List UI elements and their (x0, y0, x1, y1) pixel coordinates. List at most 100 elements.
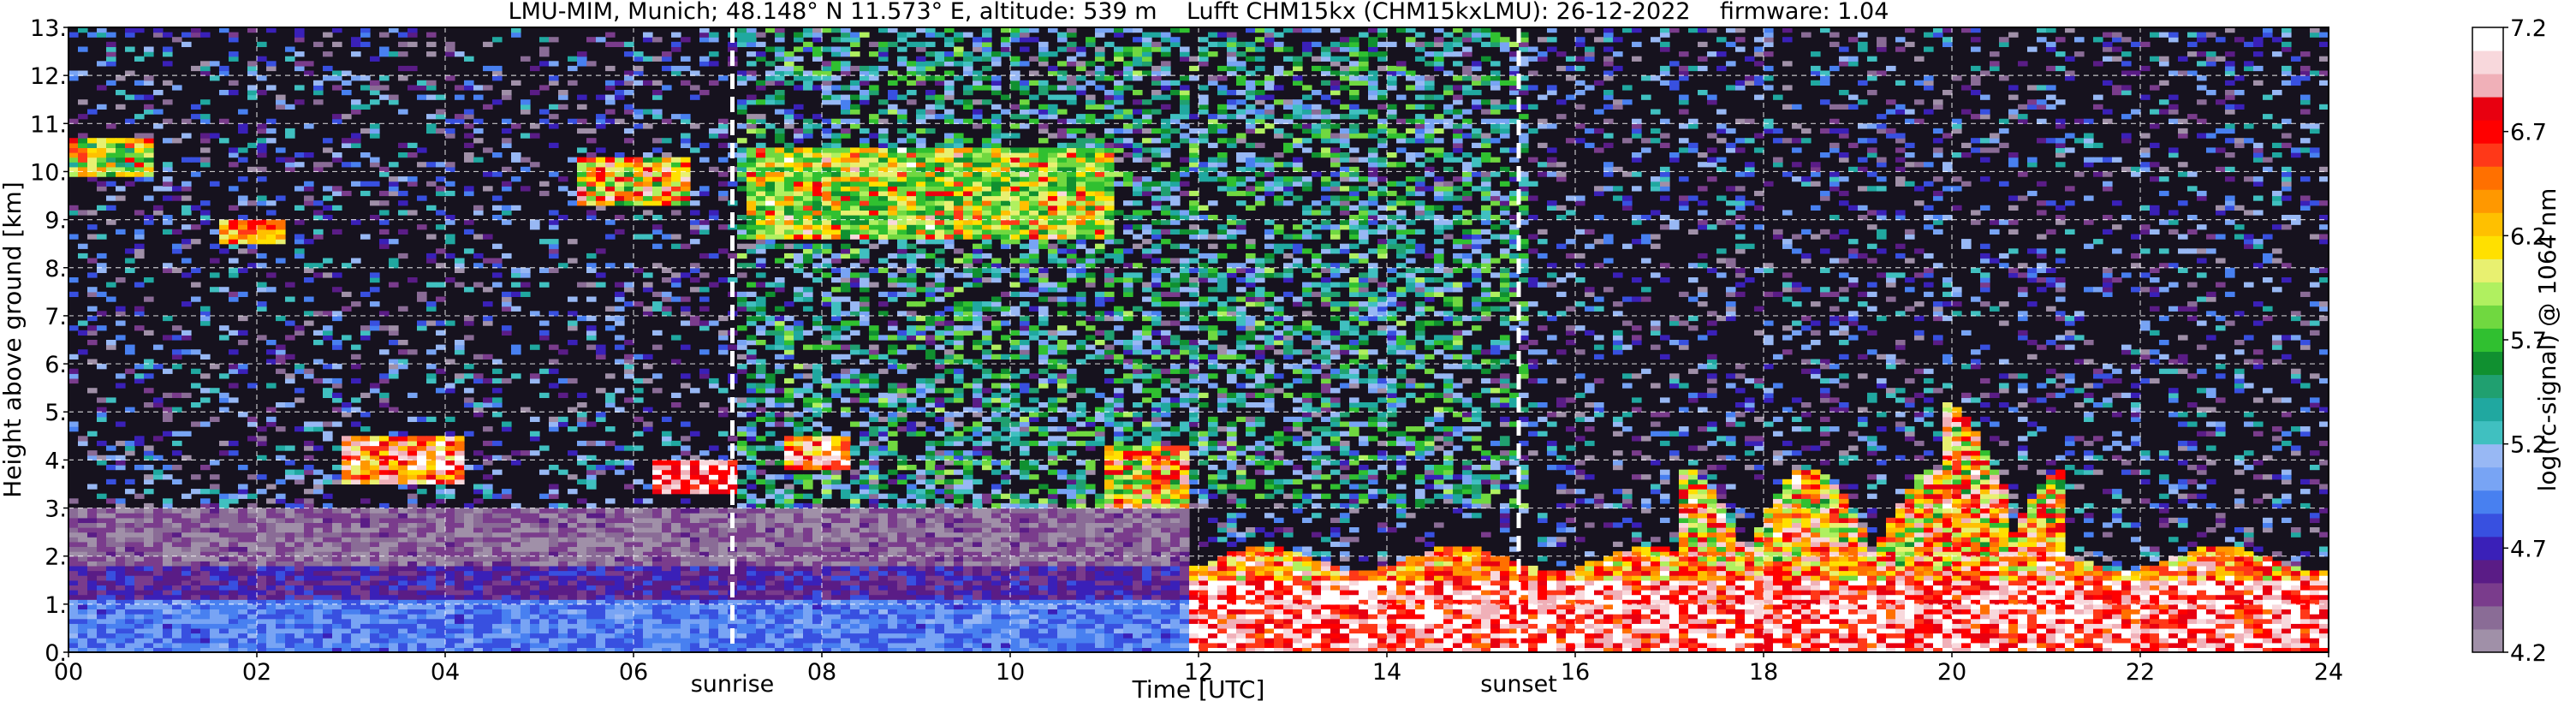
heatmap-cell (360, 436, 371, 442)
heatmap-cell (68, 118, 79, 124)
heatmap-cell (417, 162, 427, 168)
heatmap-cell (502, 638, 512, 644)
heatmap-cell (78, 162, 88, 168)
heatmap-cell (492, 70, 503, 76)
heatmap-cell (709, 565, 719, 572)
heatmap-cell (200, 594, 211, 600)
heatmap-cell (163, 585, 173, 591)
heatmap-cell (360, 570, 371, 576)
heatmap-cell (200, 551, 211, 557)
heatmap-cell (634, 234, 644, 240)
heatmap-cell (200, 537, 211, 543)
heatmap-cell (765, 239, 776, 245)
heatmap-cell (718, 277, 729, 283)
heatmap-cell (765, 234, 776, 240)
heatmap-cell (455, 267, 465, 274)
heatmap-cell (794, 541, 804, 548)
heatmap-cell (577, 541, 587, 548)
heatmap-cell (502, 186, 512, 192)
heatmap-cell (436, 642, 446, 649)
heatmap-cell (577, 594, 587, 600)
heatmap-cell (163, 162, 173, 168)
heatmap-cell (812, 513, 823, 519)
heatmap-cell (266, 537, 277, 543)
heatmap-cell (163, 118, 173, 124)
heatmap-cell (784, 474, 794, 480)
heatmap-cell (285, 642, 295, 649)
heatmap-cell (144, 474, 154, 480)
heatmap-cell (605, 579, 616, 586)
heatmap-cell (643, 546, 653, 552)
heatmap-cell (87, 162, 98, 168)
heatmap-cell (97, 537, 107, 543)
heatmap-cell (417, 585, 427, 591)
heatmap-cell (718, 537, 729, 543)
heatmap-cell (530, 618, 540, 624)
heatmap-cell (379, 210, 390, 216)
heatmap-cell (106, 340, 116, 346)
heatmap-cell (78, 570, 88, 576)
heatmap-cell (812, 234, 823, 240)
heatmap-cell (408, 522, 418, 528)
heatmap-cell (68, 166, 79, 173)
heatmap-cell (747, 349, 757, 355)
heatmap-cell (747, 152, 757, 158)
heatmap-cell (163, 315, 173, 322)
heatmap-cell (530, 219, 540, 225)
heatmap-cell (163, 431, 173, 437)
heatmap-cell (68, 517, 79, 524)
heatmap-cell (765, 618, 776, 624)
heatmap-cell (351, 440, 361, 447)
heatmap-cell (445, 388, 455, 394)
heatmap-cell (530, 162, 540, 168)
heatmap-cell (351, 537, 361, 543)
heatmap-cell (643, 282, 653, 288)
heatmap-cell (643, 609, 653, 615)
heatmap-cell (436, 603, 446, 610)
heatmap-cell (511, 450, 521, 456)
heatmap-cell (803, 599, 813, 605)
heatmap-cell (219, 590, 229, 596)
heatmap-cell (181, 603, 192, 610)
heatmap-cell (455, 469, 465, 475)
heatmap-cell (643, 508, 653, 514)
heatmap-cell (68, 152, 79, 158)
heatmap-cell (624, 181, 634, 187)
heatmap-cell (257, 90, 267, 96)
heatmap-cell (294, 368, 305, 374)
heatmap-cell (379, 200, 390, 206)
heatmap-cell (568, 489, 578, 495)
heatmap-cell (586, 200, 597, 206)
heatmap-cell (803, 171, 813, 177)
heatmap-cell (200, 465, 211, 471)
heatmap-cell (756, 364, 766, 370)
heatmap-cell (408, 599, 418, 605)
heatmap-cell (342, 532, 352, 538)
heatmap-cell (398, 546, 408, 552)
heatmap-cell (473, 623, 484, 629)
heatmap-cell (558, 579, 568, 586)
heatmap-cell (784, 575, 794, 581)
heatmap-cell (605, 176, 616, 182)
heatmap-cell (285, 335, 295, 341)
heatmap-cell (737, 41, 747, 48)
heatmap-cell (794, 561, 804, 567)
heatmap-cell (596, 186, 606, 192)
heatmap-cell (624, 138, 634, 144)
heatmap-cell (304, 599, 314, 605)
heatmap-cell (756, 162, 766, 168)
heatmap-cell (511, 508, 521, 514)
heatmap-cell (699, 527, 710, 533)
heatmap-cell (445, 75, 455, 81)
heatmap-cell (822, 627, 832, 634)
heatmap-cell (624, 541, 634, 548)
heatmap-cell (596, 517, 606, 524)
heatmap-cell (276, 642, 286, 649)
heatmap-cell (652, 537, 663, 543)
heatmap-cell (662, 603, 672, 610)
heatmap-cell (398, 450, 408, 456)
heatmap-cell (624, 460, 634, 466)
heatmap-cell (360, 585, 371, 591)
heatmap-cell (342, 70, 352, 76)
heatmap-cell (624, 484, 634, 490)
